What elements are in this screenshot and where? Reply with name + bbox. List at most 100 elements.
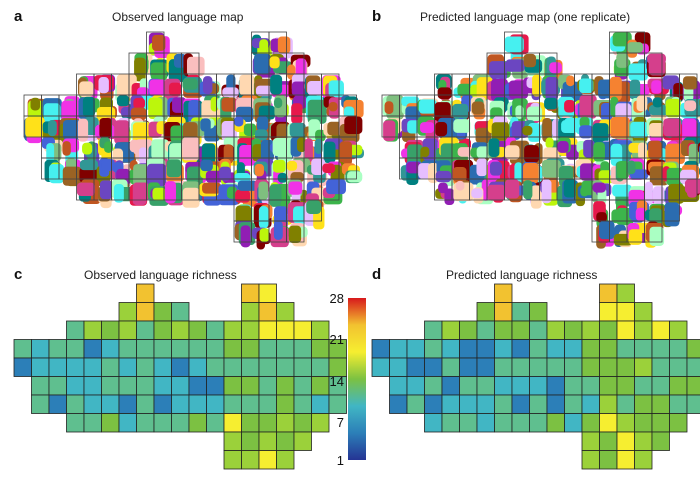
language-patch [339,141,353,166]
language-patch [488,138,500,158]
map-cell [686,376,700,396]
language-patch [532,74,542,97]
map-cell [441,339,460,359]
language-patch [421,146,430,158]
language-patch [172,97,187,113]
language-patch [132,182,147,206]
map-cell [406,339,425,359]
language-patch [240,225,251,248]
map-cell [101,339,120,359]
language-patch [101,158,115,172]
map-cell [686,357,700,377]
map-cell [669,413,688,433]
map-cell [136,283,155,303]
map-cell [441,394,460,414]
map-cell [66,376,85,396]
map-cell [276,339,295,359]
map-cell [188,413,207,433]
map-cell [118,394,137,414]
map-cell [476,302,495,322]
map-cell [48,394,67,414]
language-patch [219,166,231,181]
language-patch [134,57,146,82]
language-patch [523,162,539,184]
map-cell [241,339,260,359]
language-patch [542,159,561,178]
language-patch [328,80,344,98]
language-patch [561,120,578,134]
language-patch [665,98,681,118]
language-patch [202,182,222,194]
language-patch [541,179,552,204]
language-patch [235,205,252,225]
language-patch [610,117,630,139]
language-patch [419,122,435,134]
map-cell [581,357,600,377]
map-cell [188,320,207,340]
language-patch [609,76,622,101]
map-cell [276,450,295,470]
map-cell [529,376,548,396]
language-patch [504,36,524,53]
map-cell [293,376,312,396]
map-cell [599,394,618,414]
language-patch [515,105,524,119]
language-patch [682,118,697,143]
colorbar-tick-28: 28 [329,291,344,306]
map-cell [241,357,260,377]
language-patch [649,226,665,246]
map-cell [441,413,460,433]
map-cell [13,339,32,359]
map-cell [223,357,242,377]
map-cell [696,157,700,180]
language-patch [288,225,302,243]
language-patch [259,228,270,242]
map-cell [441,357,460,377]
map-cell [494,302,513,322]
language-patch [289,122,306,138]
language-patch [505,179,520,199]
language-patch [628,63,648,81]
language-patch [166,159,182,178]
map-cell [188,357,207,377]
map-cell [529,339,548,359]
map-cell [293,413,312,433]
language-patch [617,161,629,179]
language-patch [79,81,94,98]
language-patch [648,140,662,160]
language-patch [30,97,41,111]
map-cell [241,320,260,340]
map-cell [634,394,653,414]
map-cell [258,450,277,470]
map-cell [13,357,32,377]
map-cell [696,136,700,159]
language-patch [147,163,167,187]
language-patch [114,120,130,144]
map-cell [459,339,478,359]
map-cell [511,376,530,396]
language-patch [304,138,313,163]
map-cell [634,320,653,340]
language-patch [452,103,469,120]
language-patch [152,34,166,51]
language-patch [566,75,575,87]
map-cell [494,283,513,303]
map-cell [424,376,443,396]
language-patch [435,121,448,137]
language-patch [544,97,558,110]
map-cell [546,394,565,414]
map-cell [564,320,583,340]
language-patch [649,104,669,116]
map-cell [136,357,155,377]
map-cell [581,376,600,396]
map-cell [459,320,478,340]
map-cell [153,320,172,340]
map-cell [241,376,260,396]
language-patch [526,106,543,122]
map-cell [241,394,260,414]
language-patch [98,77,109,94]
language-patch [277,143,293,162]
map-cell [669,376,688,396]
language-patch [579,116,590,128]
map-cell [599,283,618,303]
